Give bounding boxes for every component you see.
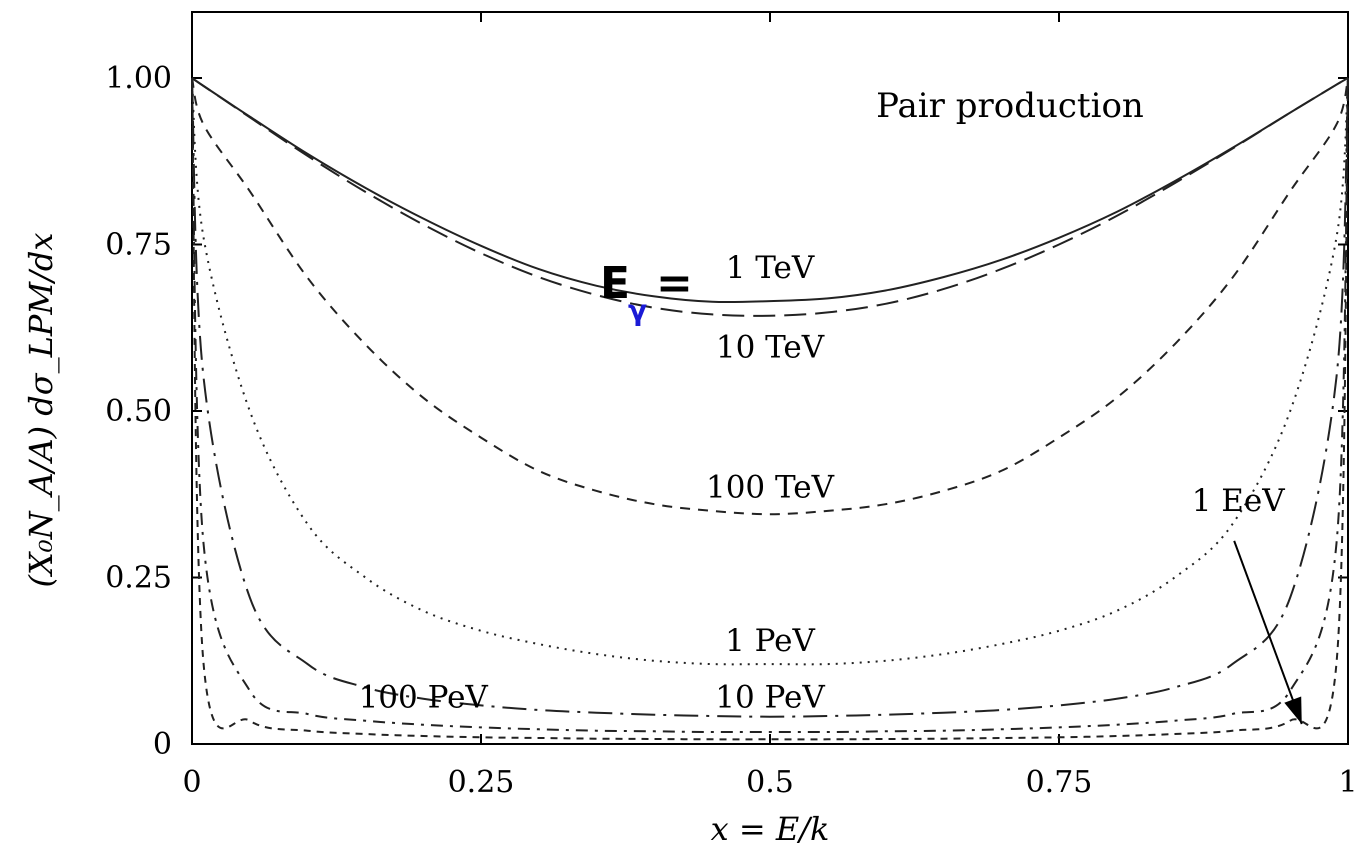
annotation-arrow [1233,540,1303,725]
x-tick-label: 0 [182,765,201,800]
y-axis-label: (X₀N_A/A) dσ_LPM/dx [22,233,60,588]
y-tick-label: 0.50 [105,394,172,429]
series-curve-100-pev [191,77,1349,734]
curve-label-100-tev: 100 TeV [706,470,835,506]
series-curve-10-tev [191,77,1349,317]
series-curve-100-tev [191,77,1349,516]
series-curve-1-pev [191,77,1349,666]
annotation-arrowhead [1284,696,1302,725]
curve-label-1-pev: 1 PeV [725,623,815,659]
y-tick-label: 0.75 [105,228,172,263]
x-tick-label: 0.75 [1026,765,1093,800]
curve-label-1-eev: 1 EeV [1192,483,1286,519]
chart-title: Pair production [876,86,1144,126]
series-curve-1-tev [191,77,1349,304]
energy-label-equals: = [656,258,693,309]
series-curve-10-pev [191,77,1349,718]
energy-label-e: E [600,258,630,309]
x-tick-label: 1 [1338,765,1354,800]
x-tick-label: 0.25 [448,765,515,800]
energy-label: E γ = [600,258,693,327]
y-tick-label: 1.00 [105,61,172,96]
curve-label-1-tev: 1 TeV [726,250,815,286]
curve-label-100-pev: 100 PeV [359,679,489,715]
curve-label-10-tev: 10 TeV [716,330,825,366]
energy-label-gamma: γ [628,294,647,327]
chart-labels: Pair production x = E/k (X₀N_A/A) dσ_LPM… [22,86,1303,848]
plot-axes: 0 0.25 0.5 0.75 1 0 0.25 0.50 0.75 1.00 [105,11,1354,800]
series-curves [191,77,1349,741]
y-tick-label: 0.25 [105,561,172,596]
y-tick-label: 0 [153,727,172,762]
x-tick-label: 0.5 [746,765,794,800]
x-axis-label: x = E/k [711,810,830,848]
curve-label-10-pev: 10 PeV [715,679,825,715]
